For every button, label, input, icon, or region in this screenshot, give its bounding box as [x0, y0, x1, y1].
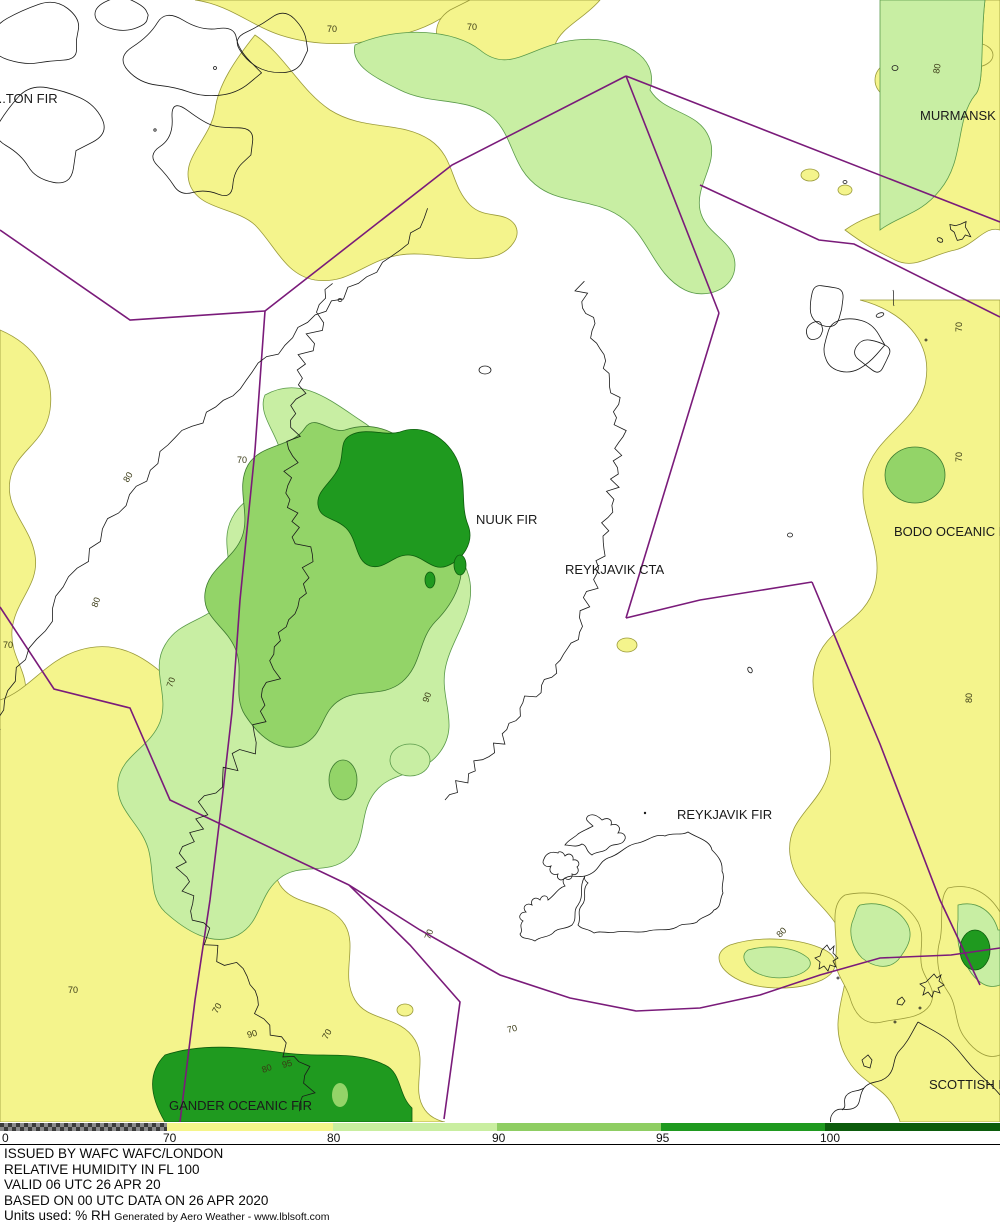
- svg-text:70: 70: [954, 322, 964, 332]
- svg-text:80: 80: [964, 693, 974, 703]
- svg-text:80: 80: [931, 63, 943, 75]
- svg-text:70: 70: [3, 640, 13, 650]
- svg-text:70: 70: [954, 452, 964, 462]
- svg-text:70: 70: [327, 24, 337, 34]
- svg-text:MURMANSK O...: MURMANSK O...: [920, 108, 1000, 123]
- svg-text:BODO OCEANIC FIR: BODO OCEANIC FIR: [894, 524, 1000, 539]
- svg-text:...TON FIR: ...TON FIR: [0, 91, 58, 106]
- svg-text:70: 70: [467, 22, 477, 32]
- svg-text:70: 70: [237, 455, 247, 465]
- svg-text:GANDER OCEANIC FIR: GANDER OCEANIC FIR: [169, 1098, 312, 1113]
- svg-text:REYKJAVIK CTA: REYKJAVIK CTA: [565, 562, 665, 577]
- svg-text:REYKJAVIK FIR: REYKJAVIK FIR: [677, 807, 772, 822]
- svg-text:70: 70: [68, 985, 78, 995]
- svg-text:NUUK FIR: NUUK FIR: [476, 512, 537, 527]
- svg-text:SCOTTISH FIR: SCOTTISH FIR: [929, 1077, 1000, 1092]
